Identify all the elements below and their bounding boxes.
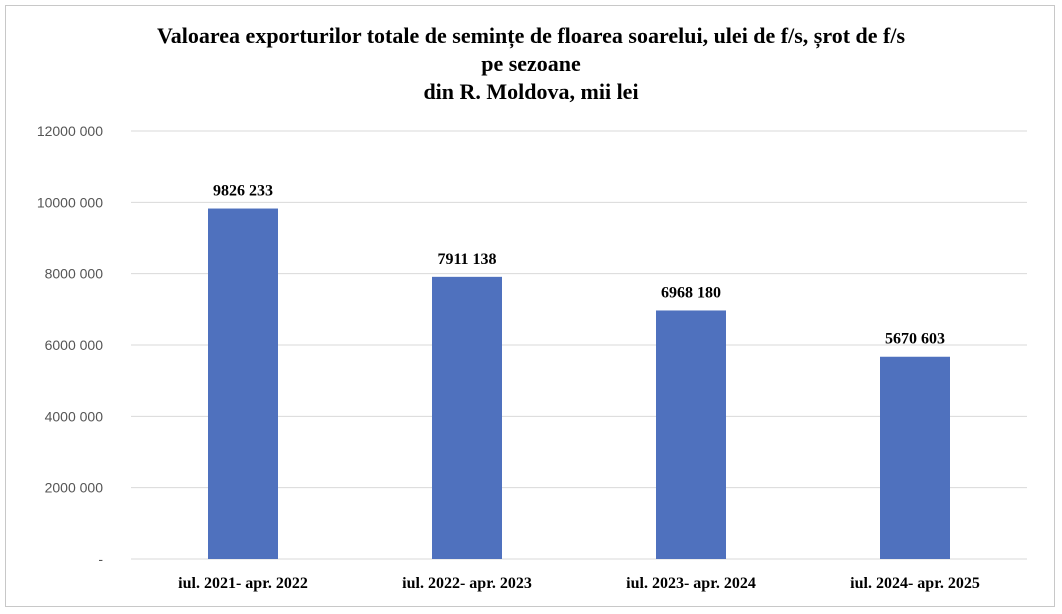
category-label: iul. 2023- apr. 2024	[626, 575, 756, 592]
y-tick-label: 8000 000	[45, 266, 104, 282]
y-tick-label: 6000 000	[45, 337, 104, 353]
y-tick-label: 10000 000	[37, 194, 103, 210]
y-tick-label: 4000 000	[45, 408, 104, 424]
x-axis-category-labels: iul. 2021- apr. 2022 iul. 2022- apr. 2023…	[178, 575, 980, 592]
data-label: 6968 180	[661, 284, 721, 301]
y-axis-tick-labels: - 2000 000 4000 000 6000 000 8000 000 10000 0…	[37, 123, 104, 567]
chart-title-line-1: Valoarea exporturilor totale de semințe …	[156, 23, 906, 48]
y-tick-label: 2000 000	[45, 480, 104, 496]
bar	[432, 276, 502, 559]
data-label: 9826 233	[213, 183, 273, 200]
data-label: 5670 603	[885, 331, 945, 348]
data-label: 7911 138	[437, 251, 496, 268]
bar	[880, 356, 950, 559]
category-label: iul. 2024- apr. 2025	[850, 575, 980, 592]
chart-title-line-3: din R. Moldova, mii lei	[423, 79, 639, 104]
chart-title: Valoarea exporturilor totale de semințe …	[0, 22, 1062, 106]
gridlines	[131, 130, 1027, 560]
bar	[208, 208, 278, 560]
category-label: iul. 2022- apr. 2023	[402, 575, 532, 592]
bars	[208, 208, 950, 560]
bar	[656, 310, 726, 559]
chart-title-line-2: pe sezoane	[481, 51, 581, 76]
data-labels: 9826 233 7911 138 6968 180 5670 603	[213, 183, 945, 348]
y-tick-label: -	[98, 551, 103, 567]
y-tick-label: 12000 000	[37, 123, 103, 139]
category-label: iul. 2021- apr. 2022	[178, 575, 308, 592]
